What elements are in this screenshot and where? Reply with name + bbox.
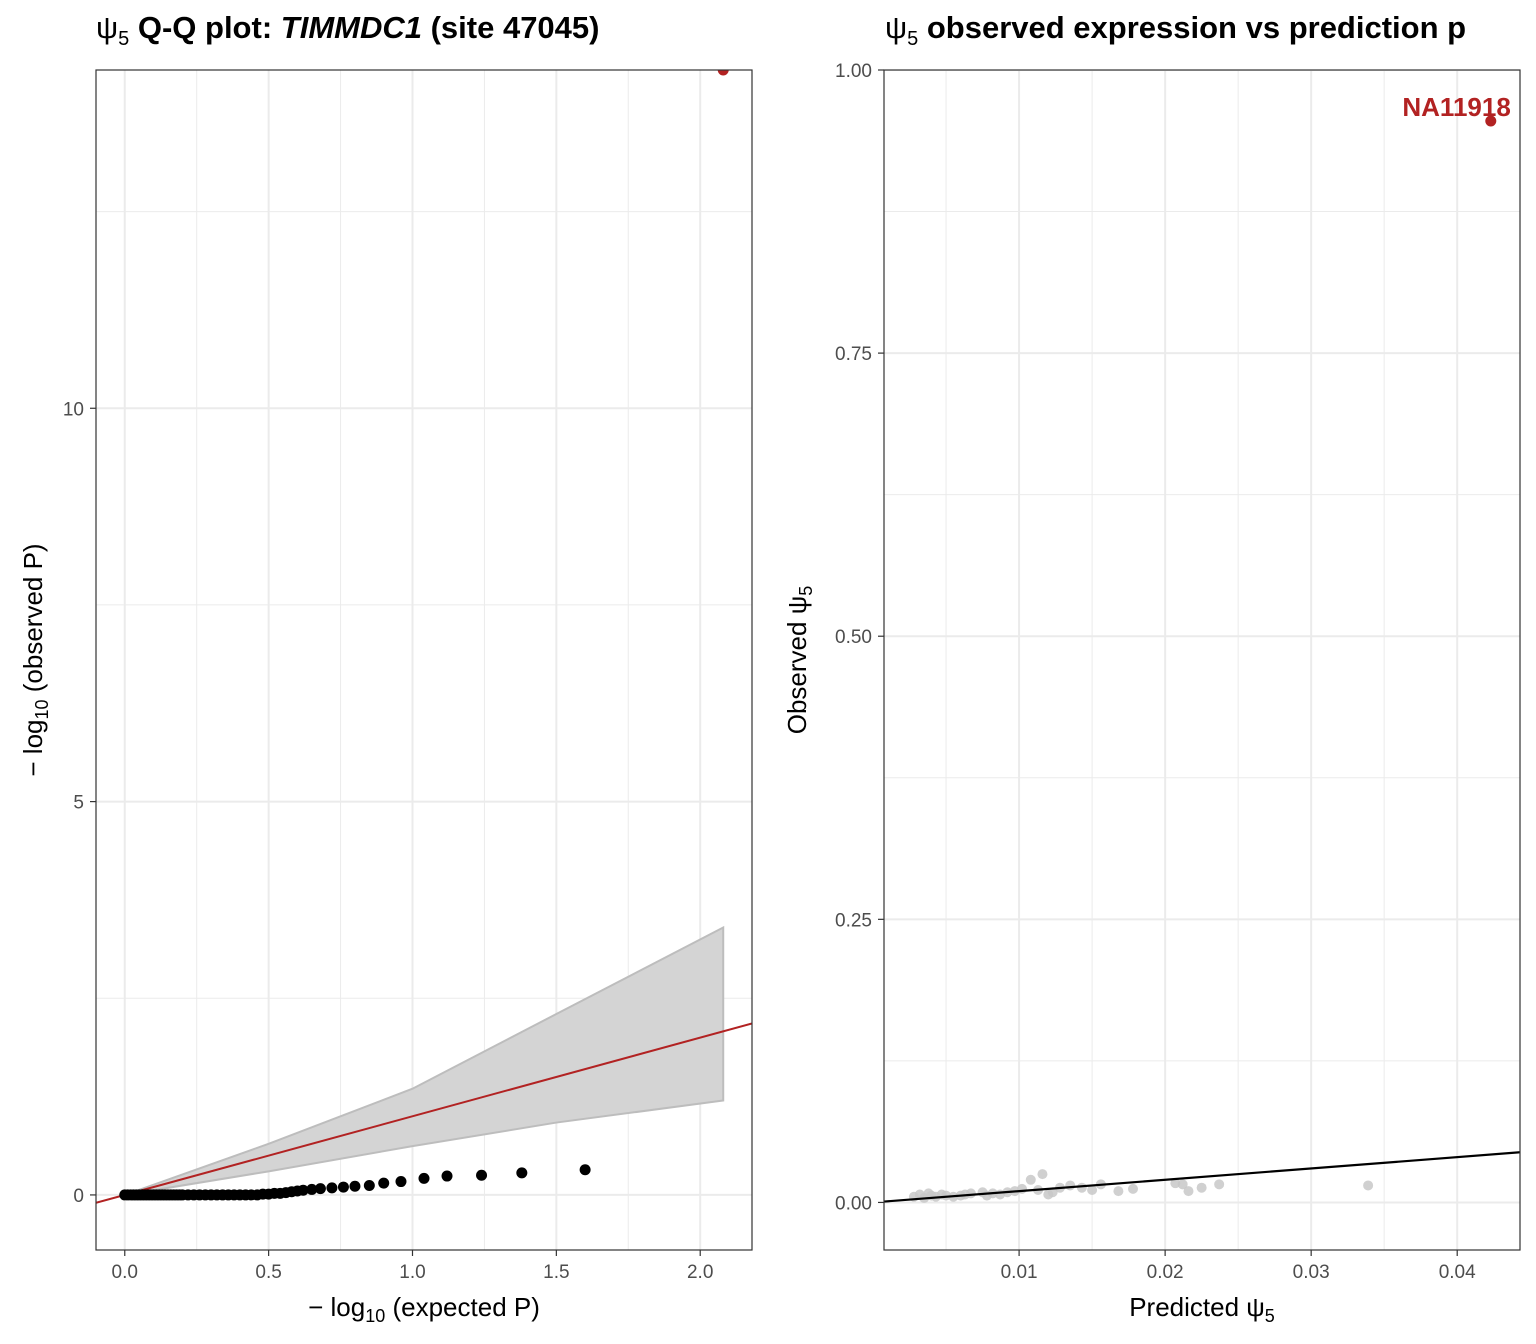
qq-point — [579, 1164, 591, 1176]
qq-point — [306, 1183, 318, 1195]
y-axis-title: Observed ψ5 — [782, 586, 816, 735]
panel-border — [95, 69, 753, 1251]
highlight-label: NA11918 — [635, 41, 743, 71]
prediction-point — [1363, 1180, 1374, 1191]
x-axis-title: Predicted ψ5 — [1129, 1292, 1275, 1326]
x-tick-label: 0.04 — [1439, 1262, 1476, 1283]
x-tick-label: 0.03 — [1293, 1262, 1330, 1283]
y-tick-label: 10 — [63, 399, 84, 420]
highlight-point — [1485, 115, 1497, 127]
qq-point — [337, 1181, 349, 1193]
right-panel-title: ψ5 observed expression vs prediction p — [885, 10, 1466, 51]
qq-point — [395, 1176, 407, 1188]
qq-point — [378, 1177, 390, 1189]
confidence-band — [124, 925, 725, 1196]
x-tick-label: 0.01 — [1001, 1262, 1038, 1283]
y-tick-label: 1.00 — [835, 61, 872, 82]
prediction-point — [1037, 1169, 1048, 1180]
qq-point — [349, 1180, 361, 1192]
highlight-point — [717, 70, 729, 76]
x-tick-label: 0.02 — [1147, 1262, 1184, 1283]
reference-line — [96, 1022, 752, 1204]
qq-point — [297, 1184, 309, 1196]
prediction-point — [1087, 1184, 1098, 1195]
x-tick-label: 1.5 — [543, 1262, 569, 1283]
highlight-label: NA11918 — [1402, 92, 1510, 122]
prediction-point — [1214, 1179, 1225, 1190]
title-text: Q-Q plot: — [129, 10, 281, 45]
x-tick-label: 0.0 — [112, 1262, 138, 1283]
x-tick-label: 2.0 — [687, 1262, 713, 1283]
prediction-point — [1196, 1182, 1207, 1193]
psi-subscript: 5 — [907, 28, 919, 51]
y-axis-title: − log10 (observed P) — [18, 543, 52, 776]
qq-point — [314, 1183, 326, 1195]
qq-point — [476, 1169, 488, 1181]
prediction-point — [1113, 1186, 1124, 1197]
prediction-point — [965, 1188, 976, 1199]
title-site: (site 47045) — [421, 10, 600, 45]
y-tick-label: 0 — [73, 1186, 84, 1207]
y-tick-label: 0.00 — [835, 1193, 872, 1214]
title-text: observed expression vs prediction p — [918, 10, 1467, 45]
qq-point — [326, 1182, 338, 1194]
prediction-point — [1177, 1179, 1188, 1190]
panel-border — [883, 69, 1521, 1251]
x-tick-label: 0.5 — [255, 1262, 281, 1283]
psi-subscript: 5 — [118, 28, 130, 51]
prediction-point — [1127, 1183, 1138, 1194]
qq-point — [418, 1172, 430, 1184]
y-tick-label: 0.50 — [835, 627, 872, 648]
psi-symbol: ψ — [96, 10, 119, 45]
y-tick-label: 0.75 — [835, 344, 872, 365]
y-tick-label: 0.25 — [835, 910, 872, 931]
prediction-point — [1017, 1183, 1028, 1194]
prediction-point — [1076, 1182, 1087, 1193]
left-panel-title: ψ5 Q-Q plot: TIMMDC1 (site 47045) — [96, 10, 599, 51]
plot-area: NA11918 — [884, 70, 1520, 1250]
plot-area: NA11918 — [96, 41, 752, 1250]
x-axis-title: − log10 (expected P) — [308, 1292, 540, 1326]
qq-point — [516, 1167, 528, 1179]
observed-vs-predicted-plot: NA11918 0.01 0.02 0.03 0.04 0.00 0.25 0.50 0.75 1… — [782, 61, 1521, 1326]
fit-line — [884, 1151, 1520, 1203]
prediction-point — [1183, 1186, 1194, 1197]
prediction-point — [1065, 1180, 1076, 1191]
qq-point — [363, 1179, 375, 1191]
qq-plot: NA11918 0.0 0.5 1.0 1.5 2.0 0 5 10 − log10 (expec… — [18, 41, 753, 1326]
x-tick-label: 1.0 — [399, 1262, 425, 1283]
prediction-point — [1025, 1174, 1036, 1185]
gene-name: TIMMDC1 — [280, 10, 422, 45]
psi-symbol: ψ — [885, 10, 908, 45]
y-tick-label: 5 — [73, 793, 84, 814]
qq-point — [441, 1170, 453, 1182]
